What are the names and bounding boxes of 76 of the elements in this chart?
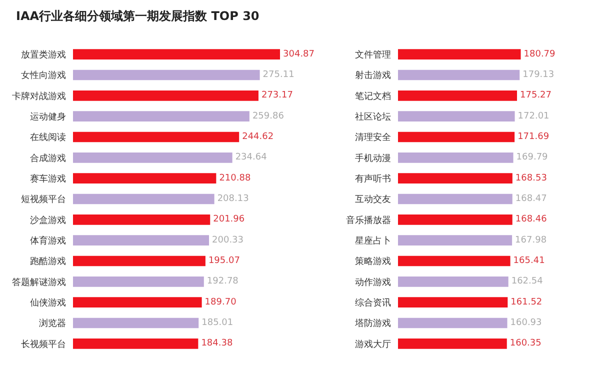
data-label: 169.79 <box>516 152 548 163</box>
data-label: 168.46 <box>515 214 548 225</box>
data-label: 160.35 <box>510 338 542 349</box>
y-tick-label: 长视频平台 <box>21 338 66 350</box>
data-label: 167.98 <box>515 235 547 246</box>
y-tick-label: 运动健身 <box>30 111 66 122</box>
y-tick-label: 社区论坛 <box>355 111 391 122</box>
data-label: 165.41 <box>513 256 545 266</box>
y-tick-label: 互动交友 <box>355 194 391 206</box>
data-label: 259.86 <box>252 111 284 122</box>
y-tick-label: 短视频平台 <box>21 194 66 206</box>
data-label: 175.27 <box>520 90 552 101</box>
y-tick-label: 音乐播放器 <box>346 214 391 226</box>
bar <box>73 132 240 142</box>
data-label: 208.13 <box>217 194 249 204</box>
data-label: 189.70 <box>204 297 237 308</box>
y-tick-label: 游戏大厅 <box>355 338 391 350</box>
y-tick-label: 仙侠游戏 <box>30 297 66 308</box>
y-tick-label: 放置类游戏 <box>21 49 66 60</box>
y-tick-label: 体育游戏 <box>30 235 66 246</box>
y-tick-label: 浏览器 <box>39 318 66 330</box>
data-label: 200.33 <box>212 235 244 246</box>
data-label: 160.93 <box>510 318 542 328</box>
bar <box>73 276 204 287</box>
y-tick-label: 文件管理 <box>355 49 391 60</box>
data-label: 179.13 <box>522 70 554 80</box>
y-tick-label: 策略游戏 <box>355 256 391 268</box>
y-tick-label: 动作游戏 <box>355 276 391 288</box>
chart-title: IAA行业各细分领域第一期发展指数 TOP 30 <box>16 8 260 25</box>
data-label: 201.96 <box>213 214 245 225</box>
data-label: 304.87 <box>283 49 315 60</box>
bar <box>73 70 260 80</box>
y-tick-label: 女性向游戏 <box>21 70 66 82</box>
bar <box>73 338 198 349</box>
y-tick-label: 手机动漫 <box>355 152 391 164</box>
data-label: 180.79 <box>524 49 556 60</box>
data-label: 172.01 <box>518 111 550 122</box>
y-tick-label: 跑酷游戏 <box>30 256 66 268</box>
y-tick-label: 塔防游戏 <box>354 318 391 330</box>
data-label: 185.01 <box>202 318 234 328</box>
data-label: 195.07 <box>208 256 240 266</box>
y-tick-label: 有声听书 <box>355 173 391 184</box>
bar <box>73 256 206 266</box>
data-label: 162.54 <box>511 276 544 287</box>
y-tick-label: 在线阅读 <box>30 132 66 144</box>
data-label: 184.38 <box>201 338 233 349</box>
data-label: 192.78 <box>206 276 239 287</box>
y-tick-label: 合成游戏 <box>30 152 66 164</box>
data-label: 234.64 <box>235 152 268 163</box>
data-label: 168.53 <box>515 173 547 184</box>
bar <box>73 235 210 246</box>
data-label: 171.69 <box>518 132 550 142</box>
y-tick-label: 射击游戏 <box>355 70 391 82</box>
y-tick-label: 答题解谜游戏 <box>12 276 66 288</box>
bar <box>73 194 214 204</box>
y-tick-label: 沙盒游戏 <box>30 214 66 226</box>
bar <box>73 90 258 101</box>
data-label: 273.17 <box>261 90 293 101</box>
bar <box>73 297 202 308</box>
data-label: 161.52 <box>510 297 542 308</box>
data-label: 168.47 <box>515 194 547 204</box>
data-label: 275.11 <box>262 70 294 80</box>
data-label: 210.88 <box>219 173 251 184</box>
data-label: 244.62 <box>242 132 274 142</box>
bar <box>73 173 216 184</box>
bar <box>73 318 199 328</box>
y-tick-label: 卡牌对战游戏 <box>12 90 66 102</box>
y-tick-label: 赛车游戏 <box>30 173 66 184</box>
y-tick-label: 星座占卜 <box>355 235 391 246</box>
y-tick-label: 清理安全 <box>355 132 391 144</box>
bar <box>73 152 232 163</box>
y-tick-label: 综合资讯 <box>355 297 391 308</box>
bar <box>73 111 250 122</box>
bar <box>73 214 210 225</box>
y-tick-label: 笔记文档 <box>355 90 391 102</box>
bar <box>73 49 280 60</box>
